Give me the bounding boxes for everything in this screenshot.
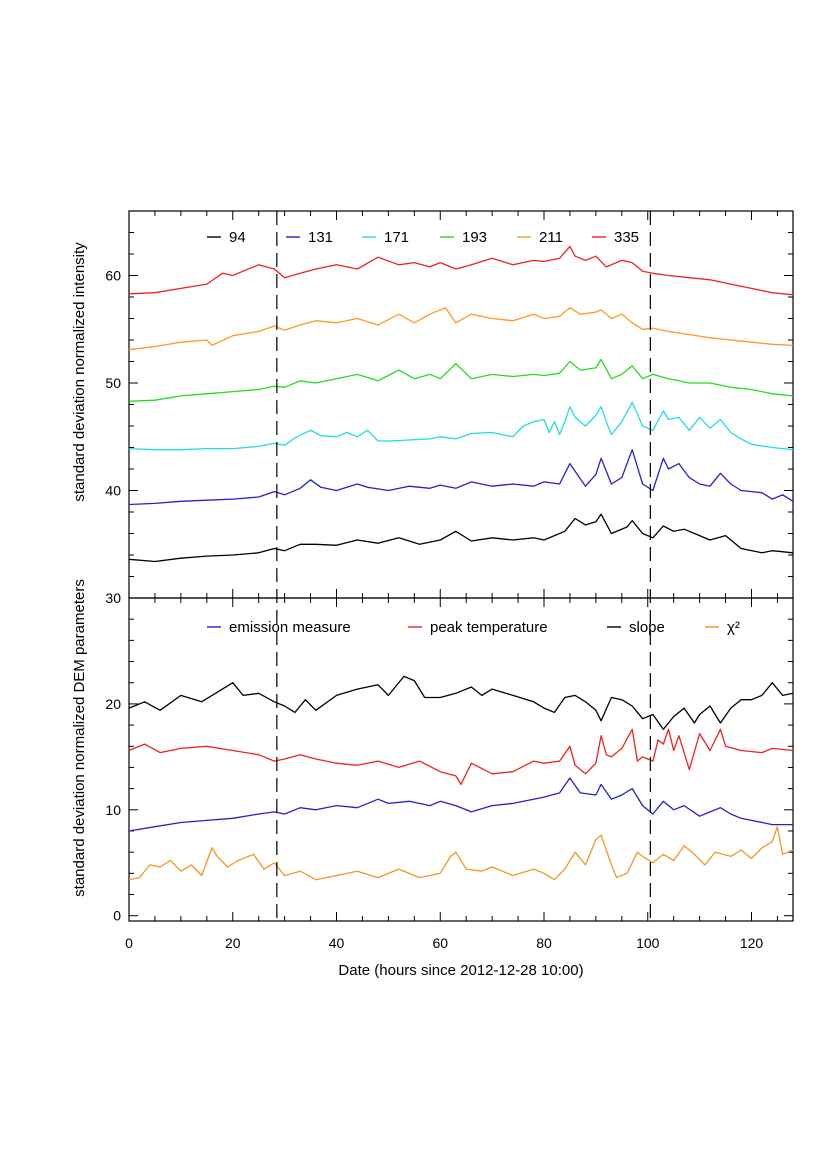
dem-parameters-panel: 0 10 20 30 emission measure peak temperature s…: [105, 590, 794, 924]
y-axis-title-intensity: standard deviation normalized intensity: [71, 242, 88, 502]
x-tick-label: 80: [536, 935, 552, 951]
panel-frame: [128, 597, 794, 922]
legend-label: emission measure: [229, 619, 351, 636]
series-line-peak-temperature: [128, 728, 794, 786]
series-line-211: [128, 307, 794, 351]
legend-label: peak temperature: [430, 619, 548, 636]
legend-label: slope: [629, 619, 665, 636]
x-axis-title: Date (hours since 2012-12-28 10:00): [338, 962, 583, 979]
y-axis-title-dem: standard deviation normalized DEM parame…: [71, 579, 88, 897]
dashed-event-markers: [276, 211, 651, 921]
series-line-emission-measure: [128, 777, 793, 832]
series-line-slope: [128, 675, 794, 730]
y-tick-label: 50: [105, 375, 121, 391]
legend-label: 211: [539, 229, 563, 246]
x-tick-label: 0: [125, 935, 133, 951]
x-tick-label: 60: [432, 935, 448, 951]
legend-label: 171: [384, 229, 409, 246]
x-tick-label: 120: [740, 935, 764, 951]
series-line-131: [128, 449, 794, 506]
x-tick-label: 20: [225, 935, 241, 951]
series-line-171: [128, 401, 794, 451]
y-tick-label: 10: [105, 802, 121, 818]
legend-label: 335: [614, 229, 639, 246]
intensity-panel: 40 50 60 94 131 171 193 211 335: [105, 210, 794, 599]
x-tick-label: 40: [329, 935, 345, 951]
shared-x-axis: 0 20 40 60 80 100 120: [125, 211, 778, 951]
series-line-193: [128, 358, 794, 402]
series-line-335: [128, 245, 794, 296]
y-tick-label: 30: [105, 590, 121, 606]
y-tick-label: 40: [105, 483, 121, 499]
series-line--: [128, 826, 794, 881]
y-tick-label: 0: [113, 908, 121, 924]
panel-frame: [128, 210, 794, 599]
y-tick-label: 60: [105, 268, 121, 284]
legend-label: 193: [462, 229, 487, 246]
legend-label: χ²: [727, 619, 740, 636]
y-tick-label: 20: [105, 696, 121, 712]
x-tick-label: 100: [636, 935, 660, 951]
legend-label: 94: [229, 229, 246, 246]
legend-label: 131: [308, 229, 333, 246]
series-line-94: [128, 513, 794, 563]
